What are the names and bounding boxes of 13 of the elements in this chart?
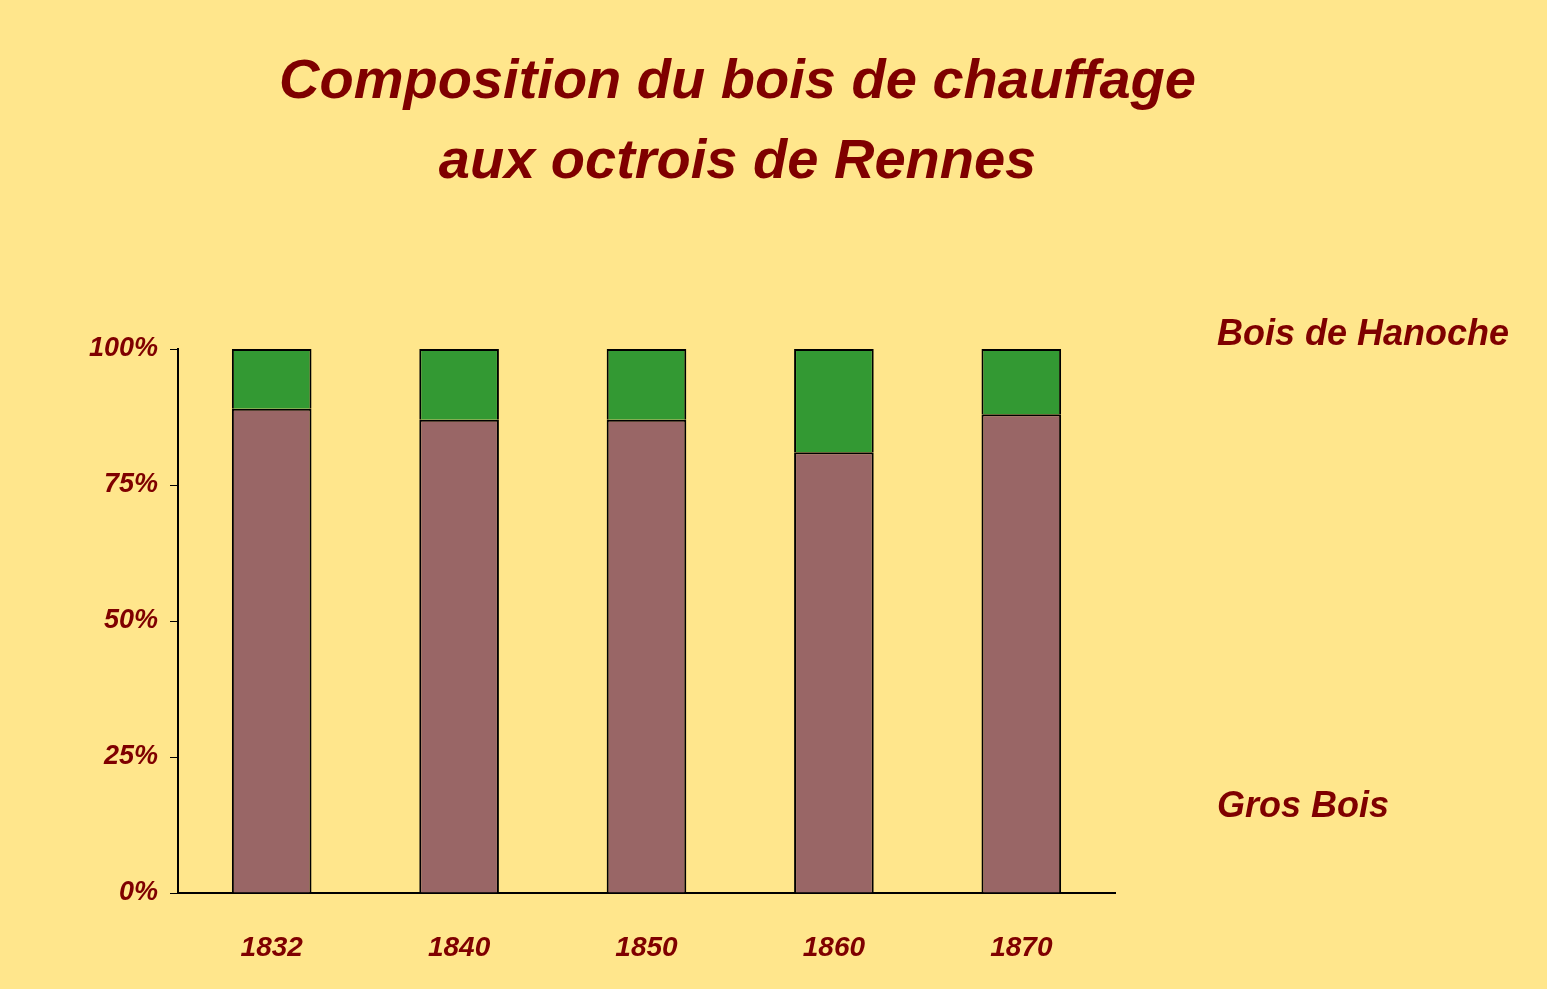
x-tick-label: 1850 [615,930,679,962]
y-tick-label: 75% [103,468,158,499]
text: Bois de Hanoche [1217,311,1510,353]
y-tick-label: 25% [102,740,158,771]
x-tick-label: 1840 [427,930,491,962]
text: Gros Bois [1217,783,1390,825]
y-tick-label: 0% [118,876,158,907]
y-tick-label: 50% [103,604,158,635]
x-tick-label: 1870 [990,930,1053,962]
y-tick-label: 100% [88,332,158,363]
chart-title: Composition du bois de chauffage aux octrois de Rennes [279,47,1196,190]
x-tick-label: 1832 [240,930,304,962]
x-tick-label: 1860 [802,930,866,962]
